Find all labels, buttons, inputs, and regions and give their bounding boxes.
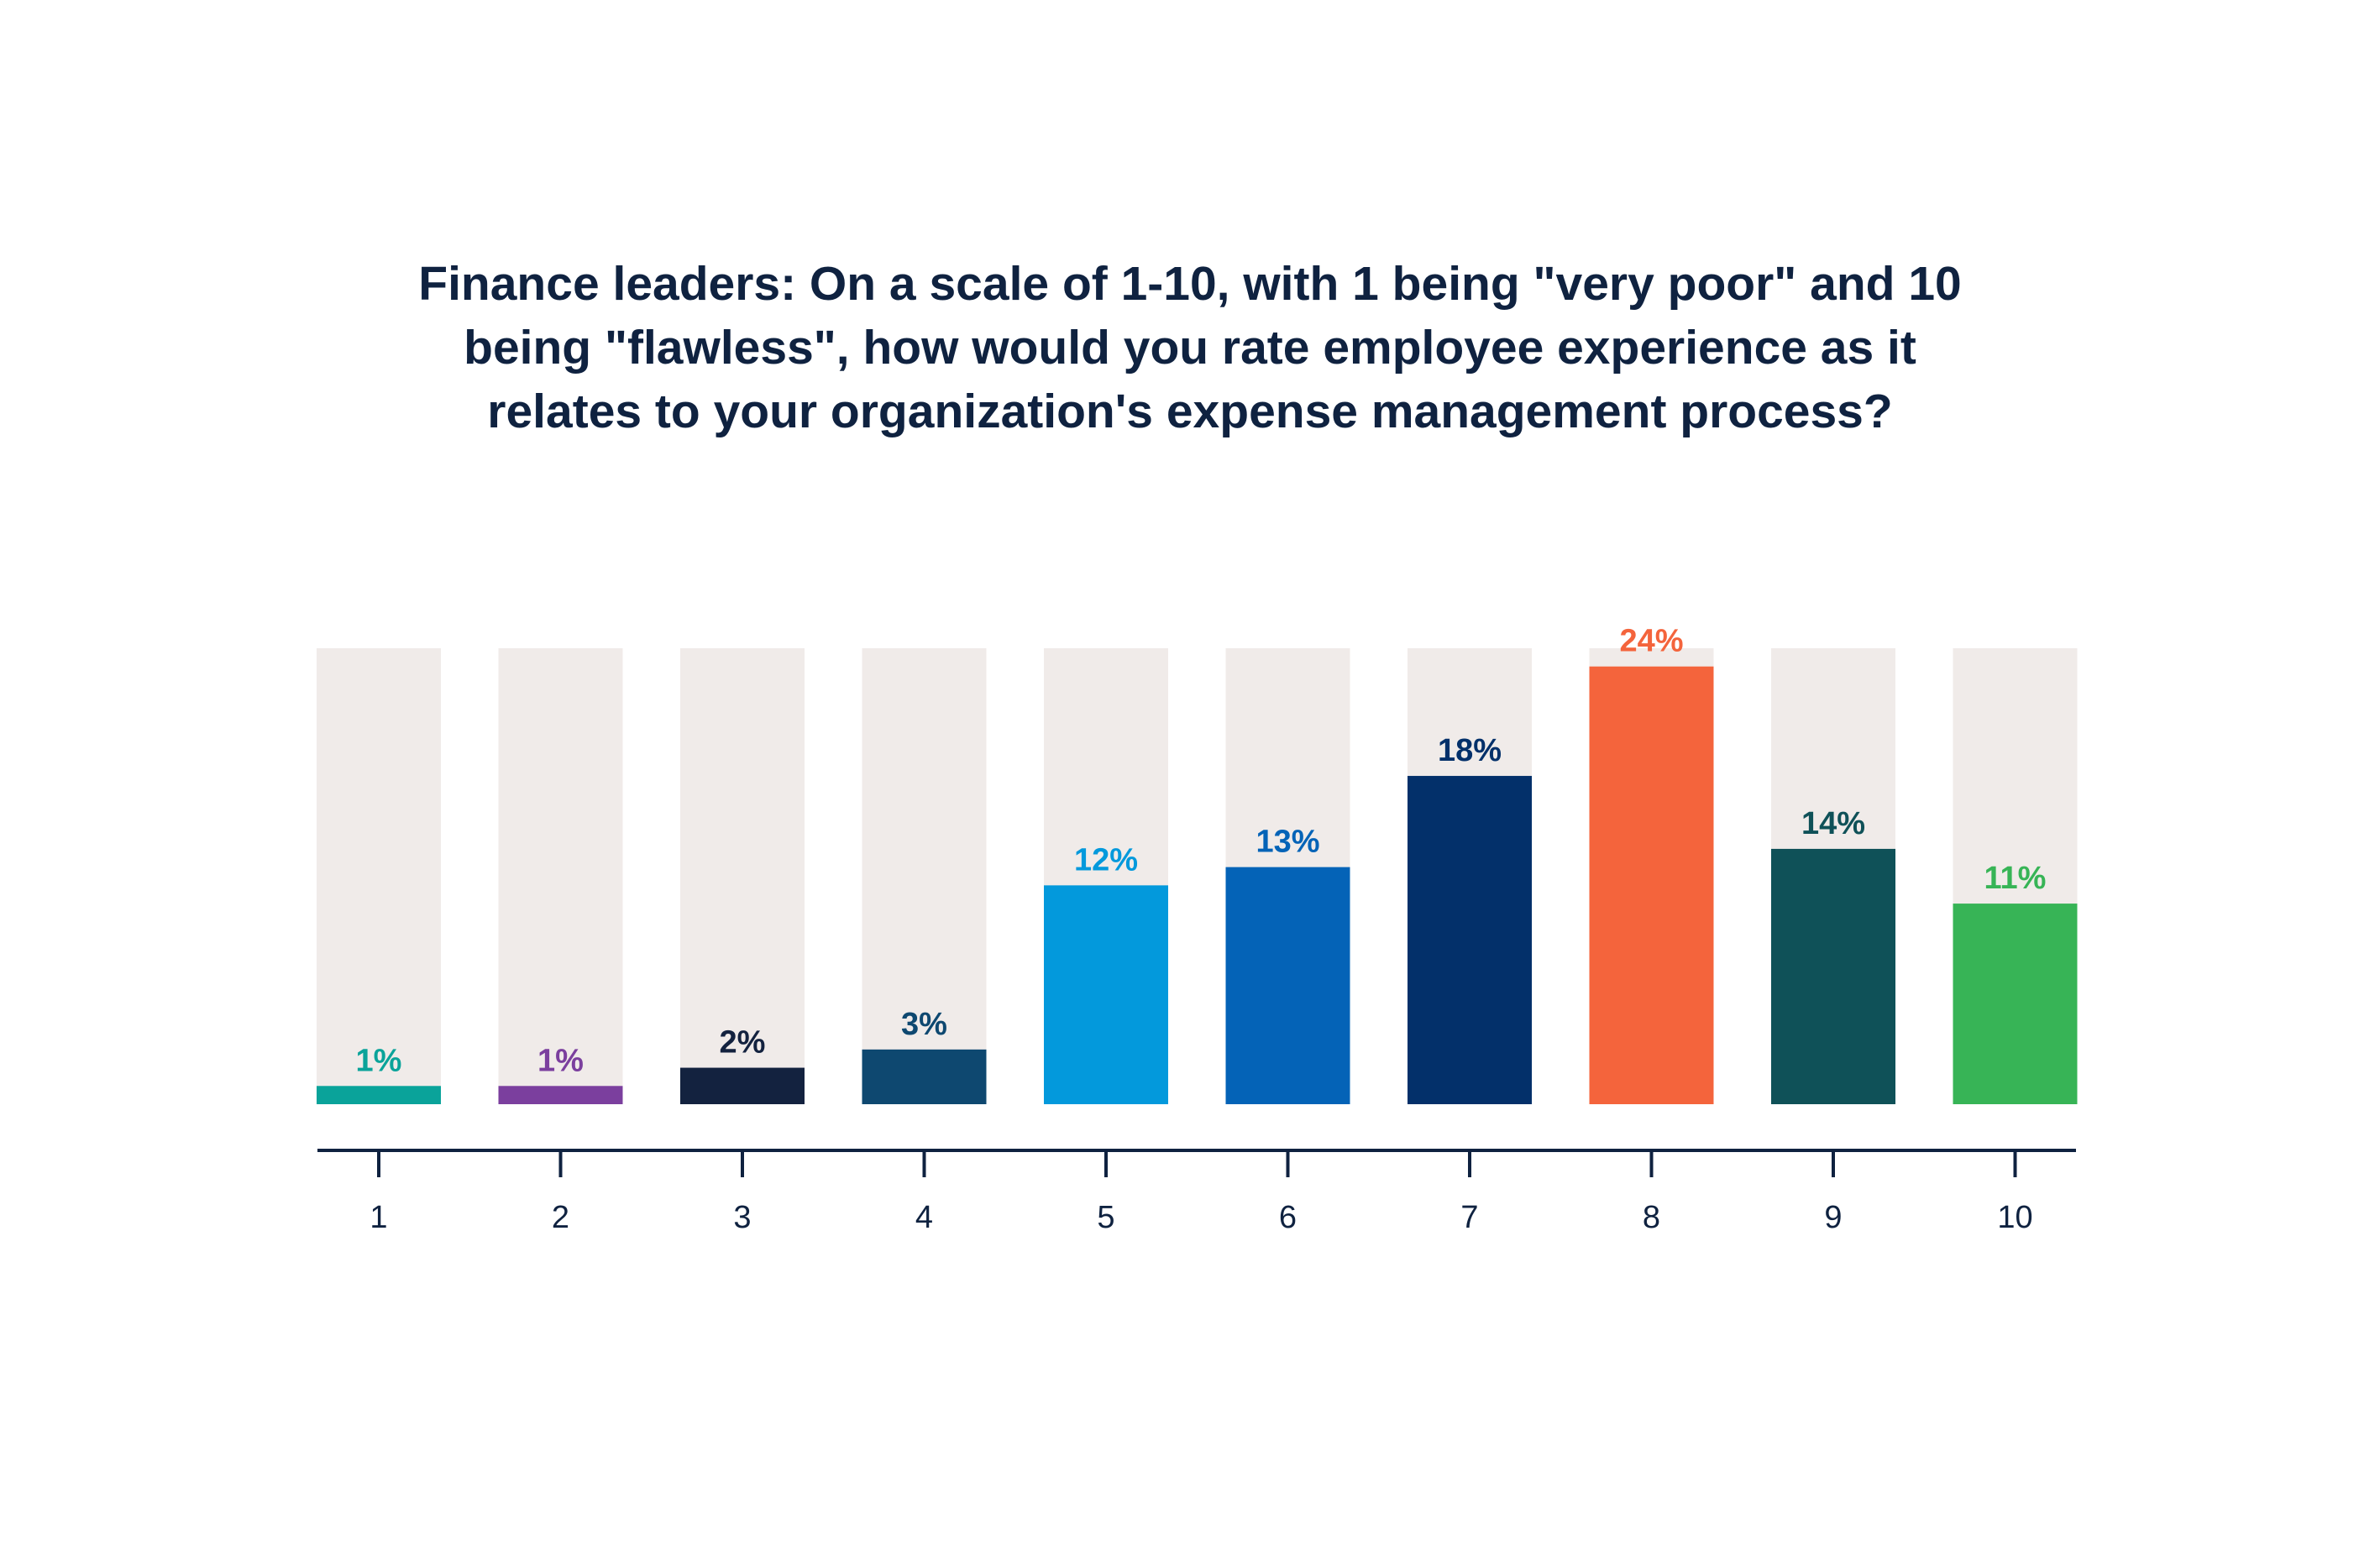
- value-label: 18%: [1438, 733, 1502, 768]
- chart-title: Finance leaders: On a scale of 1-10, wit…: [252, 252, 2128, 443]
- value-label: 13%: [1256, 825, 1319, 860]
- bar: [498, 1086, 623, 1104]
- x-tick-label: 7: [1460, 1200, 1478, 1235]
- bar: [1771, 848, 1895, 1104]
- x-tick-label: 8: [1643, 1200, 1660, 1235]
- bar-track: [862, 648, 987, 1104]
- bar: [1408, 776, 1532, 1104]
- bar-track: [680, 648, 805, 1104]
- chart-title-line-3: relates to your organization's expense m…: [487, 385, 1893, 438]
- x-tick-label: 6: [1279, 1200, 1297, 1235]
- value-label: 11%: [1984, 861, 2047, 896]
- value-label: 1%: [537, 1043, 584, 1078]
- x-axis: 1 2 3 4 5 6 7 8 9 10: [317, 1149, 2076, 1235]
- value-label: 12%: [1074, 842, 1138, 877]
- x-tick-label: 1: [370, 1200, 387, 1235]
- x-tick-label: 10: [1997, 1200, 2032, 1235]
- bars: [317, 666, 2078, 1104]
- bar: [680, 1067, 805, 1104]
- value-labels: 1% 1% 2% 3% 12% 13% 18% 24% 14% 11%: [356, 624, 2047, 1079]
- bar: [1044, 885, 1168, 1104]
- x-tick-label: 9: [1824, 1200, 1842, 1235]
- x-tick-label: 2: [552, 1200, 569, 1235]
- x-tick-label: 4: [915, 1200, 933, 1235]
- bar-track: [317, 648, 441, 1104]
- bar: [862, 1049, 987, 1104]
- bar: [1225, 867, 1350, 1104]
- value-label: 1%: [356, 1043, 402, 1078]
- value-label: 2%: [720, 1025, 766, 1061]
- bar: [1589, 666, 1714, 1104]
- x-tick-label: 5: [1097, 1200, 1114, 1235]
- value-label: 14%: [1801, 806, 1865, 841]
- value-label: 24%: [1619, 624, 1683, 659]
- x-tick-label: 3: [733, 1200, 751, 1235]
- value-label: 3%: [901, 1007, 947, 1042]
- bar: [317, 1086, 441, 1104]
- chart-title-line-2: being "flawless", how would you rate emp…: [464, 321, 1916, 375]
- chart-title-line-1: Finance leaders: On a scale of 1-10, wit…: [418, 257, 1962, 311]
- bar-track: [498, 648, 623, 1104]
- bar: [1953, 904, 2078, 1104]
